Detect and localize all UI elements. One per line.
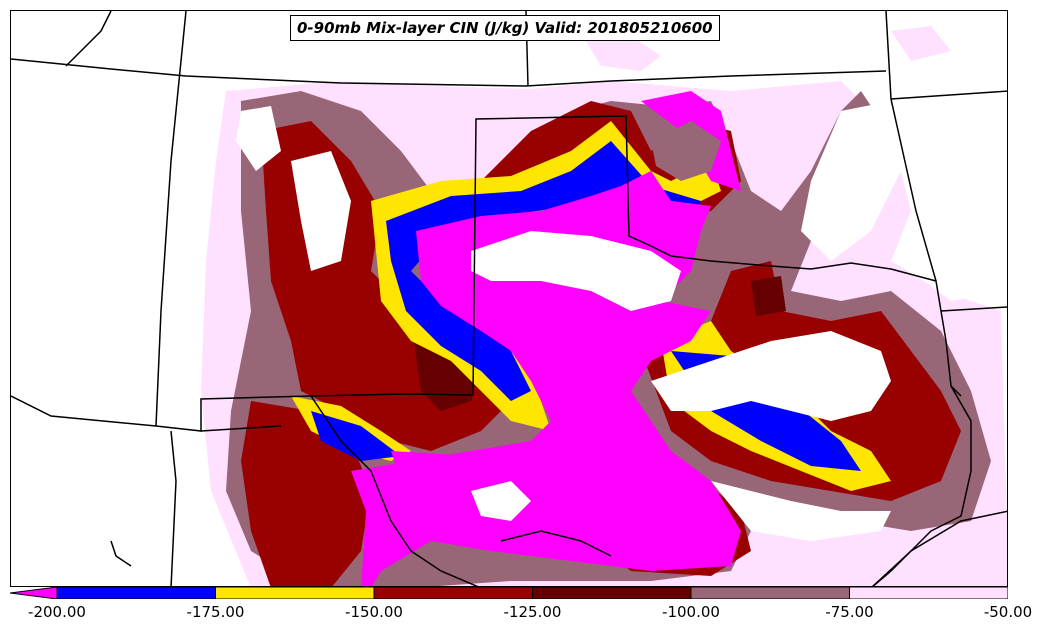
colorbar-bin	[849, 587, 1008, 599]
map-title-text: 0-90mb Mix-layer CIN (J/kg) Valid: 20180…	[297, 19, 713, 37]
colorbar-extend-low	[10, 587, 58, 599]
colorbar-tick-label: -125.00	[503, 603, 562, 621]
colorbar-tick-label: -50.00	[983, 603, 1033, 621]
colorbar-tick-label: -75.00	[825, 603, 874, 621]
cin-shading-gt-m50	[236, 101, 1007, 541]
colorbar-bin	[532, 587, 692, 599]
colorbar-tick-label: -200.00	[28, 603, 86, 621]
colorbar-bin	[215, 587, 375, 599]
colorbar-tick-label: -175.00	[186, 603, 245, 621]
map-title: 0-90mb Mix-layer CIN (J/kg) Valid: 20180…	[290, 15, 720, 41]
colorbar	[10, 587, 1008, 599]
colorbar-bin	[373, 587, 533, 599]
cin-map	[11, 11, 1007, 586]
colorbar-tick-label: -150.00	[345, 603, 403, 621]
colorbar-bin	[690, 587, 850, 599]
state-boundaries	[11, 11, 1007, 586]
map-panel	[10, 10, 1008, 587]
colorbar-bin	[56, 587, 216, 599]
colorbar-tick-label: -100.00	[662, 603, 720, 621]
